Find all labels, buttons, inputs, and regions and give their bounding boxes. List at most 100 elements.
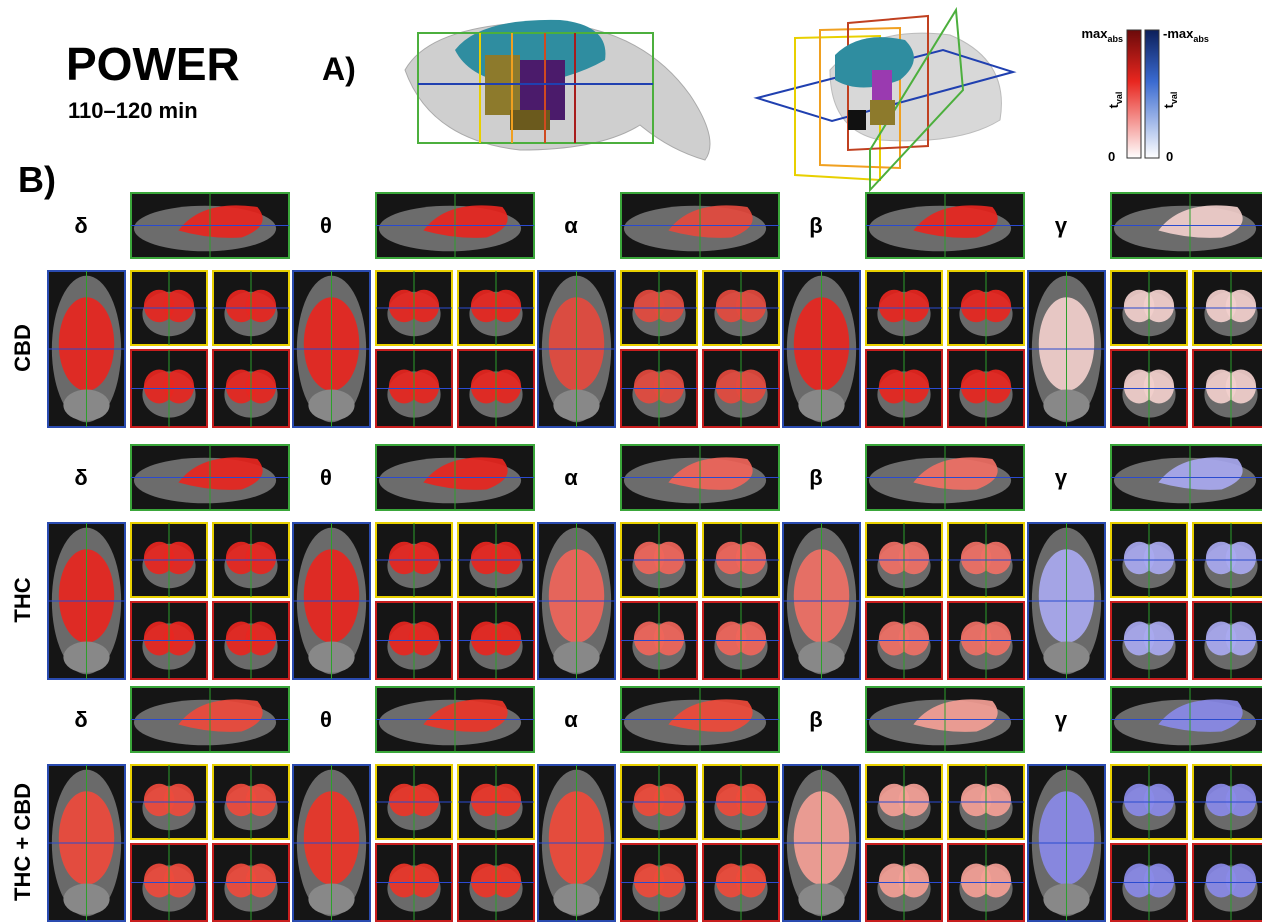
brain-slice [376,523,452,597]
slice-overlay [409,622,439,656]
min-sub: abs [1193,34,1209,44]
band-label: α [564,465,578,490]
brain-slice [703,765,779,839]
slice-overlay [654,622,684,656]
slice-overlay [654,784,684,817]
brain-slice [948,523,1024,597]
brain-slice [213,350,289,427]
band-label: θ [320,707,332,732]
brain-slice [703,523,779,597]
brain-slice [703,602,779,679]
brain-slice [131,765,207,839]
brain-slice [1111,271,1187,345]
band-label: δ [74,707,87,732]
slice-overlay [491,622,521,656]
slice-overlay [899,784,929,817]
slice-overlay [899,864,929,898]
brain-slice [866,844,942,921]
brain-slice [293,523,370,679]
brain-slice [213,271,289,345]
brain-slice [1111,844,1187,921]
band-label: γ [1055,213,1068,238]
band-label: δ [74,213,87,238]
slice-overlay [164,542,194,575]
brain-slice [213,844,289,921]
slice-overlay [409,290,439,323]
band-label: α [564,707,578,732]
colorbar-zero: 0 [1166,149,1173,164]
brain-slice [621,350,697,427]
brain-slice [1111,687,1262,752]
band-label: β [809,707,822,732]
brain-slice [866,193,1024,258]
slice-overlay [1226,542,1256,575]
brain-slice [1193,350,1262,427]
slice-overlay [246,864,276,898]
slice-overlay [1226,864,1256,898]
slice-overlay [736,542,766,575]
colorbar-positive [1127,30,1141,158]
brain-slice [621,523,697,597]
brain-3d-oblique [757,10,1013,190]
brain-slice [1111,765,1187,839]
brain-slice [783,271,860,427]
colorbar-max: maxabs [1081,26,1123,44]
brain-slice [213,602,289,679]
slice-overlay [164,290,194,323]
brain-slice [1111,350,1187,427]
slice-overlay [899,542,929,575]
min-text: -max [1163,26,1194,41]
panel-a-label: A) [322,51,356,87]
brain-slice [131,350,207,427]
brain-slice [948,271,1024,345]
slice-overlay [164,784,194,817]
brain-slice [376,844,452,921]
brain-3d-lateral [405,20,710,160]
brain-slice [376,445,534,510]
brain-slice [1193,844,1262,921]
band-label: α [564,213,578,238]
row-label: THC [10,577,35,622]
slice-overlay [899,290,929,323]
brain-slice [458,523,534,597]
slice-overlay [1144,784,1174,817]
max-text: max [1081,26,1108,41]
colorbar-axis-label: tval [1106,92,1124,109]
brain-slice [376,687,534,752]
brain-slice [783,523,860,679]
slice-overlay [409,370,439,404]
brain-slice [866,271,942,345]
brain-slice [1193,271,1262,345]
slice-overlay [981,622,1011,656]
colorbar-negative [1145,30,1159,158]
brain-slice [131,193,289,258]
slice-overlay [981,864,1011,898]
brain-slice [48,765,125,921]
brain-slice [1111,445,1262,510]
slice-overlay [981,370,1011,404]
colorbar-axis-label: tval [1161,92,1179,109]
band-label: δ [74,465,87,490]
slice-overlay [899,622,929,656]
slice-overlay [1144,290,1174,323]
brain-slice [948,844,1024,921]
slice-overlay [981,290,1011,323]
slice-overlay [1144,864,1174,898]
brain-slice [621,844,697,921]
colorbar: maxabs -maxabs tval tval 0 0 [1081,26,1208,164]
slice-overlay [899,370,929,404]
brain-slice [866,687,1024,752]
slice-overlay [736,784,766,817]
band-label: γ [1055,465,1068,490]
brain-slice [131,523,207,597]
brain-slice [866,445,1024,510]
brain-slice [131,844,207,921]
brain-slice [131,687,289,752]
colorbar-zero: 0 [1108,149,1115,164]
slice-overlay [1144,370,1174,404]
brain-slice [866,350,942,427]
slice-overlay [654,370,684,404]
brain-slice [948,765,1024,839]
band-label: θ [320,213,332,238]
slice-overlay [491,370,521,404]
